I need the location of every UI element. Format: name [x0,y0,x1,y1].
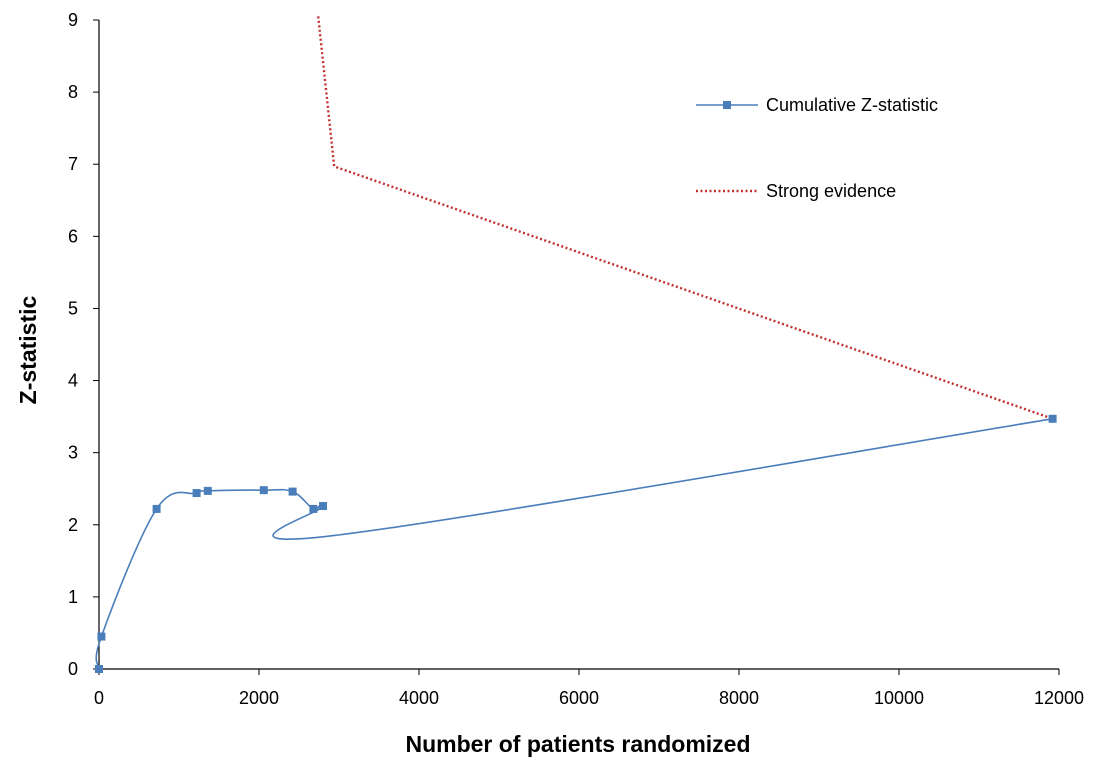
x-tick-label: 12000 [1034,688,1084,708]
x-tick-label: 8000 [719,688,759,708]
cumulative-z-statistic-point [192,489,201,498]
y-tick-label: 6 [68,226,78,246]
y-tick-label: 7 [68,154,78,174]
strong-evidence-line [317,16,1053,420]
cumulative-z-statistic-point [288,487,297,496]
y-tick-label: 2 [68,515,78,535]
cumulative-z-statistic-point [95,665,103,673]
cumulative-z-statistic-point [97,632,106,641]
y-tick-label: 5 [68,298,78,318]
y-tick-label: 0 [68,659,78,679]
legend-marker-cumulative-z-statistic [723,101,731,109]
y-tick-label: 9 [68,10,78,30]
legend-label-cumulative-z-statistic: Cumulative Z-statistic [766,95,938,115]
cumulative-z-statistic-line [95,417,1053,670]
x-tick-label: 6000 [559,688,599,708]
y-tick-label: 4 [68,371,78,391]
x-axis-title: Number of patients randomized [405,731,750,757]
legend-label-strong-evidence: Strong evidence [766,181,896,201]
x-tick-label: 10000 [874,688,924,708]
cumulative-z-statistic-point [259,486,268,495]
y-axis-title: Z-statistic [15,295,41,404]
x-tick-label: 2000 [239,688,279,708]
x-tick-label: 4000 [399,688,439,708]
axes: 0 1 2 3 4 5 6 7 8 9 0 2000 4000 6000 8000 10000 12000 [68,10,1084,708]
x-tick-label: 0 [94,688,104,708]
cumulative-z-statistic-point [309,504,318,513]
y-tick-label: 1 [68,587,78,607]
series-layer [95,16,1057,673]
cumulative-z-statistic-point [152,504,161,513]
legend: Cumulative Z-statistic Strong evidence [696,95,938,201]
y-tick-label: 3 [68,443,78,463]
cumulative-z-statistic-point [203,486,212,495]
cumulative-z-statistic-point [1048,414,1057,423]
cumulative-z-statistic-point [319,502,327,511]
y-tick-label: 8 [68,82,78,102]
